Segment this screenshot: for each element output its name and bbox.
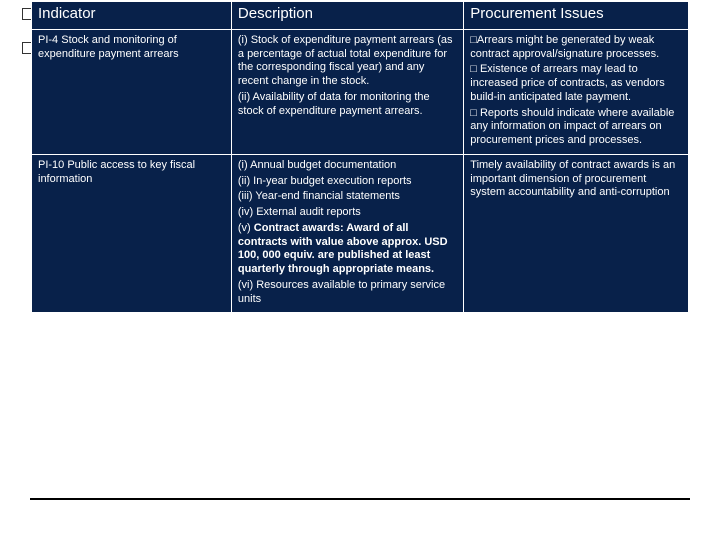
proc-item: Timely availability of contract awards i…	[470, 159, 682, 200]
header-indicator: Indicator	[32, 2, 232, 30]
header-description: Description	[231, 2, 463, 30]
header-procurement: Procurement Issues	[464, 2, 689, 30]
cell-procurement: Timely availability of contract awards i…	[464, 154, 689, 313]
proc-item: □ Existence of arrears may lead to incre…	[470, 63, 682, 104]
desc-item: (iv) External audit reports	[238, 206, 457, 220]
cell-indicator: PI-4 Stock and monitoring of expenditure…	[32, 29, 232, 154]
cell-indicator: PI-10 Public access to key fiscal inform…	[32, 154, 232, 313]
desc-item-bold: Contract awards: Award of all contracts …	[238, 222, 448, 275]
proc-item: □Arrears might be generated by weak cont…	[470, 34, 682, 62]
cell-procurement: □Arrears might be generated by weak cont…	[464, 29, 689, 154]
cell-description: (i) Annual budget documentation (ii) In-…	[231, 154, 463, 313]
proc-item: □ Reports should indicate where availabl…	[470, 107, 682, 148]
divider-line	[30, 498, 690, 500]
desc-item: (v) Contract awards: Award of all contra…	[238, 222, 457, 277]
table-row: PI-4 Stock and monitoring of expenditure…	[32, 29, 689, 154]
indicator-table: Indicator Description Procurement Issues…	[31, 1, 689, 313]
table-row: PI-10 Public access to key fiscal inform…	[32, 154, 689, 313]
desc-item: (ii) Availability of data for monitoring…	[238, 91, 457, 119]
slide: Indicator Description Procurement Issues…	[0, 0, 720, 540]
desc-item: (ii) In-year budget execution reports	[238, 175, 457, 189]
cell-description: (i) Stock of expenditure payment arrears…	[231, 29, 463, 154]
desc-item: (i) Stock of expenditure payment arrears…	[238, 34, 457, 89]
desc-item: (vi) Resources available to primary serv…	[238, 279, 457, 307]
desc-item: (i) Annual budget documentation	[238, 159, 457, 173]
desc-item: (iii) Year-end financial statements	[238, 190, 457, 204]
table-header-row: Indicator Description Procurement Issues	[32, 2, 689, 30]
